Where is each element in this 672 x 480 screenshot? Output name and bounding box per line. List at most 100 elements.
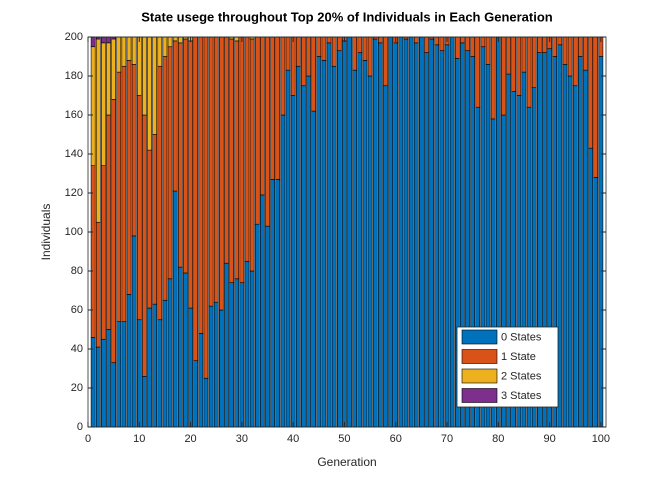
bar-segment [142, 36, 147, 116]
bar-segment [121, 36, 127, 67]
bar-segment [131, 36, 137, 65]
bar-segment [567, 36, 573, 77]
x-tick-label: 20 [184, 433, 196, 445]
bar-segment [147, 307, 152, 428]
bar-segment [521, 36, 527, 73]
bar-segment [198, 36, 204, 334]
bar-segment [244, 36, 250, 262]
bar-segment [572, 85, 578, 428]
bar-segment [213, 36, 219, 303]
bar-segment [285, 69, 291, 428]
y-tick-label: 0 [77, 421, 83, 433]
x-axis-label: Generation [317, 455, 376, 469]
bar-segment [126, 60, 132, 295]
bar-segment [434, 36, 440, 46]
bar-segment [116, 36, 122, 73]
bar-segment [203, 36, 209, 379]
y-tick-label: 40 [71, 343, 83, 355]
bar-segment [244, 260, 250, 428]
x-tick-label: 50 [338, 433, 350, 445]
bar-segment [295, 65, 301, 428]
bar-segment [203, 377, 209, 428]
legend-swatch [461, 349, 498, 364]
bar-segment [157, 65, 163, 321]
chart-title: State usege throughout Top 20% of Indivi… [141, 9, 553, 24]
bar-segment [172, 190, 178, 428]
bar-segment [557, 36, 563, 46]
bar-segment [316, 36, 322, 57]
legend-swatch [461, 368, 498, 384]
bar-segment [116, 71, 122, 323]
bar-segment [213, 301, 219, 428]
bar-segment [136, 319, 142, 428]
y-tick-label: 200 [65, 31, 83, 43]
bar-segment [167, 278, 173, 428]
bar-segment [126, 36, 132, 61]
legend-label: 3 States [501, 390, 542, 402]
x-tick-label: 80 [492, 433, 504, 445]
bar-segment [377, 36, 383, 44]
bar-segment [290, 95, 296, 428]
bar-segment [172, 36, 178, 42]
y-tick-label: 180 [65, 70, 83, 82]
legend-label: 2 States [501, 370, 542, 382]
bar-segment [439, 50, 445, 428]
bar-segment [383, 36, 388, 87]
bar-segment [249, 38, 255, 272]
bar-segment [275, 179, 281, 428]
bar-segment [306, 75, 311, 428]
bar-segment [126, 294, 132, 428]
bar-segment [490, 36, 496, 120]
bar-segment [444, 44, 450, 428]
bar-segment [295, 36, 301, 67]
bar-segment [465, 36, 470, 51]
bar-segment [424, 36, 429, 53]
bar-segment [536, 36, 542, 53]
bar-segment [106, 42, 111, 116]
bar-segment [172, 40, 178, 192]
bar-segment [357, 36, 363, 53]
y-tick-label: 20 [71, 382, 83, 394]
bar-segment [208, 305, 214, 428]
bar-segment [224, 262, 229, 428]
bar-segment [526, 36, 532, 108]
bar-segment [254, 223, 260, 428]
bar-segment [567, 75, 573, 428]
bar-segment [229, 38, 234, 284]
bar-segment [357, 52, 363, 428]
bar-segment [470, 36, 476, 57]
bar-segment [311, 110, 317, 428]
bar-segment [326, 36, 332, 44]
bar-segment [152, 134, 158, 305]
bar-segment [398, 36, 404, 428]
bar-segment [352, 36, 358, 71]
bar-segment [229, 282, 234, 428]
bar-segment [485, 36, 491, 65]
bar-segment [352, 69, 358, 428]
x-tick-label: 70 [441, 433, 453, 445]
bar-segment [254, 36, 260, 225]
bar-segment [367, 75, 373, 428]
legend-label: 1 State [501, 351, 536, 363]
bar-segment [301, 36, 306, 87]
bar-segment [475, 36, 481, 108]
bar-segment [136, 95, 142, 321]
bar-segment [578, 36, 583, 57]
legend-swatch [461, 329, 498, 345]
bar-segment [552, 36, 558, 57]
bar-segment [162, 56, 168, 301]
bar-segment [101, 338, 106, 428]
bar-segment [593, 177, 599, 428]
bar-segment [106, 329, 111, 428]
y-tick-label: 80 [71, 265, 83, 277]
bar-segment [583, 36, 588, 71]
x-tick-label: 90 [543, 433, 555, 445]
bar-segment [270, 179, 275, 428]
bar-segment [347, 36, 352, 428]
y-tick-label: 160 [65, 109, 83, 121]
x-tick-label: 10 [133, 433, 145, 445]
bar-segment [424, 52, 429, 428]
bar-segment [95, 346, 101, 428]
bar-segment [188, 40, 193, 309]
bar-segment [531, 36, 537, 89]
